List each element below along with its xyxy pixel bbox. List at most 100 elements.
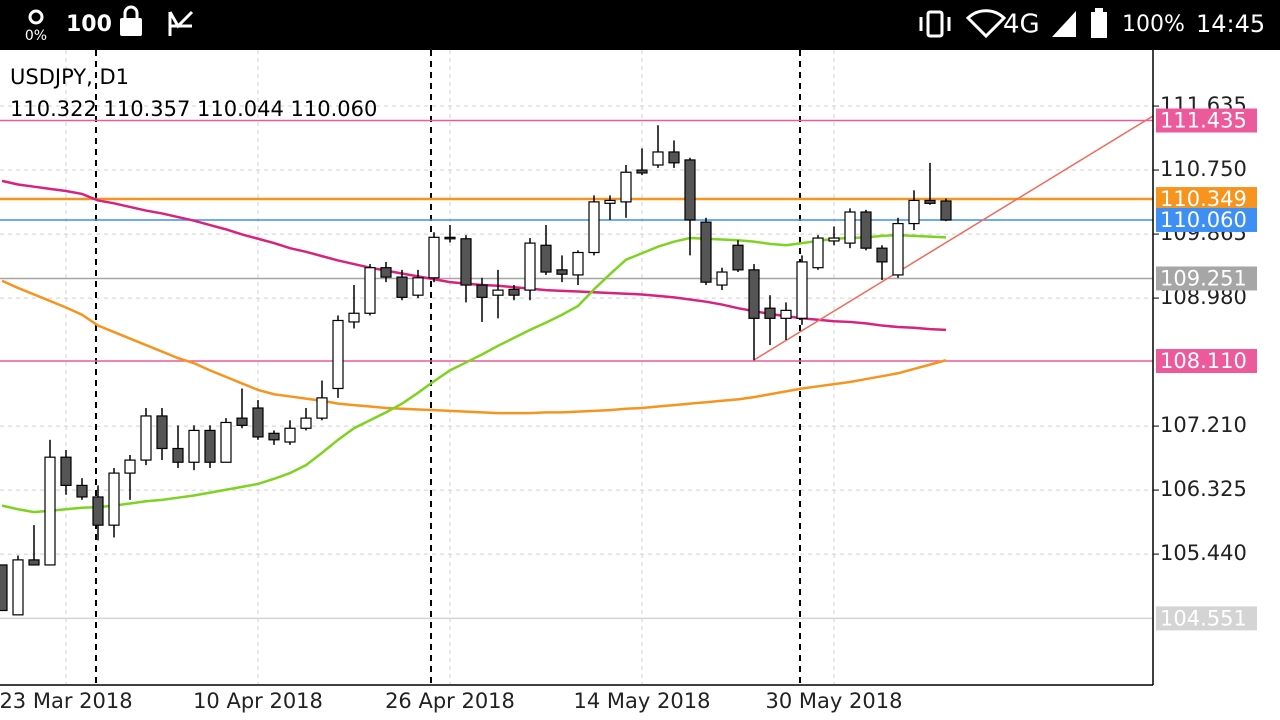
price-level-tag [1156, 187, 1257, 212]
candle-body [300, 417, 312, 429]
candle-body [556, 269, 568, 275]
candle-body [204, 429, 216, 463]
candle-body [348, 312, 360, 323]
icon-saver [28, 9, 44, 25]
candle-body [876, 247, 888, 263]
candle-body [220, 421, 232, 463]
icon-vibrate-sides [919, 17, 951, 31]
candle-body [908, 199, 920, 225]
candle-body [860, 211, 872, 249]
candle-body [44, 456, 56, 566]
candle-body [780, 309, 792, 319]
candle-body [764, 307, 776, 319]
price-level-tag [1156, 348, 1257, 373]
candle-body [396, 276, 408, 298]
candle-body [76, 484, 88, 498]
candle-body [172, 447, 184, 463]
candle-body [492, 289, 504, 296]
candle-body [140, 415, 152, 461]
time-text: 14:45 [1196, 10, 1265, 38]
ohlc-header: 110.322 110.357 110.044 110.060 [10, 97, 377, 121]
price-level-tag [1156, 108, 1257, 133]
candle-body [92, 496, 104, 526]
candle-body [428, 236, 440, 279]
candle-body [828, 237, 840, 242]
candle-body [284, 427, 296, 443]
candle-body [572, 251, 584, 276]
price-level-tag [1156, 207, 1257, 232]
chart-title: USDJPY, D1 [10, 65, 129, 89]
price-level-tag [1156, 266, 1257, 291]
chart: 23 Mar 2018 10 Apr 2018 26 Apr 2018 14 May … [0, 50, 1257, 713]
candle-body [0, 564, 8, 612]
y-tick-label: 110.750 [1160, 157, 1247, 181]
icon-signal [1052, 11, 1076, 37]
candle-body [812, 237, 824, 269]
y-tick-label: 107.210 [1160, 413, 1247, 437]
candle-body [268, 432, 280, 441]
candle-body [60, 456, 72, 486]
candle-body [156, 415, 168, 450]
candle-body [748, 269, 760, 319]
price-level-tag [1156, 606, 1257, 631]
candle-body [236, 417, 248, 426]
candle-body [332, 319, 344, 390]
saver-text: 0% [25, 28, 47, 44]
candle-body [588, 201, 600, 254]
candle-body [508, 288, 520, 296]
candle-body [460, 238, 472, 286]
price-level-label: 110.060 [1160, 208, 1247, 232]
candle-body [540, 244, 552, 273]
candle-body [12, 559, 24, 616]
candle-body [652, 151, 664, 166]
icon-app [168, 10, 194, 36]
network-text: 4G [1003, 10, 1040, 40]
candle-body [700, 221, 712, 283]
icon-battery-tip [1095, 8, 1103, 13]
candle-body [668, 151, 680, 164]
candle-body [604, 199, 616, 204]
status-bar: 0% 100 4G 100% 14:45 [0, 0, 1280, 50]
y-tick-label: 106.325 [1160, 477, 1247, 501]
trendline [753, 115, 1154, 361]
moving-average [1, 233, 947, 514]
x-tick-label: 26 Apr 2018 [385, 689, 515, 713]
y-tick-label: 105.440 [1160, 541, 1247, 565]
x-tick-label: 30 May 2018 [766, 689, 903, 713]
candle-body [380, 267, 392, 278]
icon-lock [120, 18, 142, 36]
candle-body [412, 277, 424, 296]
candle-body [108, 472, 120, 526]
price-level-label: 109.251 [1160, 266, 1247, 290]
candle-body [476, 284, 488, 298]
candle-body [316, 397, 328, 419]
candle-body [636, 169, 648, 174]
x-tick-label: 14 May 2018 [574, 689, 711, 713]
candle-body [844, 211, 856, 244]
x-tick-label: 23 Mar 2018 [0, 689, 133, 713]
candle-body [796, 261, 808, 319]
notification-text: 100 [66, 12, 112, 37]
candle-body [444, 236, 456, 240]
candle-body [252, 407, 264, 438]
candle-body [684, 159, 696, 221]
candle-body [524, 242, 536, 291]
icon-vibrate [926, 10, 944, 38]
price-level-label: 110.349 [1160, 187, 1247, 211]
candle-body [892, 222, 904, 276]
icon-lock-shackle [123, 5, 139, 18]
candle-body [940, 200, 952, 221]
candle-body [124, 459, 136, 474]
price-level-label: 108.110 [1160, 349, 1247, 373]
price-level-label: 111.435 [1160, 109, 1247, 133]
battery-text: 100% [1122, 12, 1185, 37]
x-tick-label: 10 Apr 2018 [193, 689, 323, 713]
icon-battery [1091, 12, 1107, 38]
candle-body [364, 267, 376, 314]
candle-body [620, 171, 632, 203]
candle-body [716, 271, 728, 286]
candle-body [924, 199, 936, 204]
price-level-label: 104.551 [1160, 606, 1247, 630]
icon-wifi [965, 9, 1007, 39]
